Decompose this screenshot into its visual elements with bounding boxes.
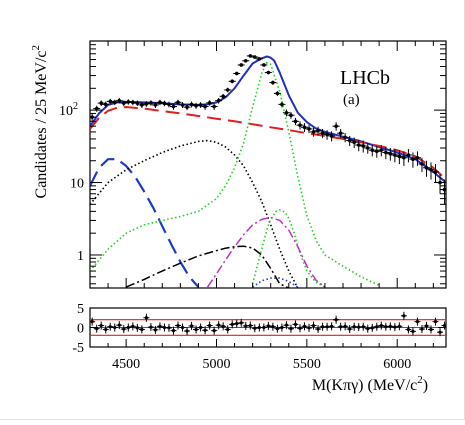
residual-point: [396, 322, 402, 330]
residual-point: [139, 325, 145, 333]
residual-point: [414, 318, 420, 326]
data-point: [296, 121, 303, 129]
data-point: [278, 102, 285, 108]
data-point: [441, 180, 448, 205]
resid-y-tick-label: 0: [77, 322, 84, 337]
data-point: [98, 100, 105, 106]
main-panel: 4500 5000 5500 6000 1 10 102: [59, 41, 448, 372]
residual-point: [365, 325, 371, 333]
residual-point: [288, 325, 294, 333]
data-point: [292, 118, 299, 125]
data-point: [197, 102, 204, 108]
y-tick-label: 102: [59, 101, 78, 119]
residual-points: [89, 312, 447, 336]
residual-point: [130, 322, 136, 330]
fit-curve-8: [126, 246, 289, 288]
data-point: [129, 100, 136, 105]
fit-curve-9: [253, 278, 298, 287]
x-tick-label: 4500: [112, 357, 140, 372]
residual-point: [189, 322, 195, 330]
main-axes: 4500 5000 5500 6000 1 10 102: [59, 41, 446, 372]
fit-curve-3: [90, 159, 198, 287]
resid-y-tick-label: -5: [72, 341, 84, 356]
residual-point: [125, 324, 131, 332]
data-point: [211, 104, 218, 110]
x-tick-label: 5500: [293, 357, 321, 372]
y-tick-label: 1: [77, 249, 84, 264]
data-point: [161, 101, 168, 107]
x-tick-label: 5000: [202, 357, 230, 372]
residual-point: [360, 323, 366, 331]
data-point: [437, 174, 444, 193]
fit-curve-6: [253, 210, 325, 287]
fit-curve-5: [90, 63, 379, 286]
residual-point: [265, 322, 271, 330]
residual-point: [428, 325, 434, 333]
panel-label: (a): [343, 92, 360, 108]
data-point: [269, 81, 276, 85]
y-axis-title: Candidates / 25 MeV/c2: [30, 45, 50, 198]
residual-point: [378, 322, 384, 330]
residual-point: [175, 322, 181, 330]
data-point: [242, 59, 249, 63]
residual-point: [297, 324, 303, 332]
main-plot-frame: [90, 41, 446, 288]
residual-point: [433, 318, 439, 326]
data-point: [229, 79, 236, 83]
data-point: [260, 63, 267, 67]
fit-curve-7: [208, 217, 325, 287]
data-point: [301, 123, 308, 132]
residual-point: [374, 323, 380, 331]
lhcb-logo-text: LHCb: [340, 67, 390, 89]
residual-point: [180, 324, 186, 332]
fit-curve-1: [90, 57, 446, 183]
residual-point: [261, 324, 267, 332]
data-point: [265, 71, 272, 75]
residual-point: [329, 322, 335, 330]
residual-point: [193, 325, 199, 333]
residual-point: [369, 324, 375, 332]
residual-point: [134, 324, 140, 332]
residual-point: [410, 327, 416, 335]
data-point: [93, 106, 100, 112]
residual-point: [401, 312, 407, 320]
x-tick-label: 6000: [383, 357, 411, 372]
fit-curve-2: [90, 107, 446, 179]
data-point: [188, 102, 195, 108]
y-tick-label: 10: [70, 177, 84, 192]
residual-point: [274, 325, 280, 333]
residual-point: [387, 322, 393, 330]
residual-point: [333, 316, 339, 324]
data-point: [238, 63, 245, 67]
residual-point: [207, 322, 213, 330]
residual-point: [234, 320, 240, 328]
data-point: [193, 103, 200, 109]
residual-point: [143, 314, 149, 322]
data-points: [89, 54, 448, 204]
resid-y-tick-label: 5: [77, 302, 84, 317]
data-point: [102, 102, 109, 108]
data-point: [156, 100, 163, 105]
residual-point: [405, 325, 411, 333]
data-point: [369, 145, 376, 156]
residual-point: [270, 323, 276, 331]
residual-point: [157, 322, 163, 330]
residual-point: [302, 322, 308, 330]
residual-point: [121, 325, 127, 333]
data-point: [333, 122, 340, 130]
residual-point: [442, 322, 448, 330]
residual-point: [392, 323, 398, 331]
residual-point: [184, 327, 190, 335]
x-axis-title: M(Kπγ) (MeV/c2): [312, 374, 428, 394]
residual-panel: 5 0 -5: [72, 302, 447, 356]
data-point: [233, 72, 240, 76]
